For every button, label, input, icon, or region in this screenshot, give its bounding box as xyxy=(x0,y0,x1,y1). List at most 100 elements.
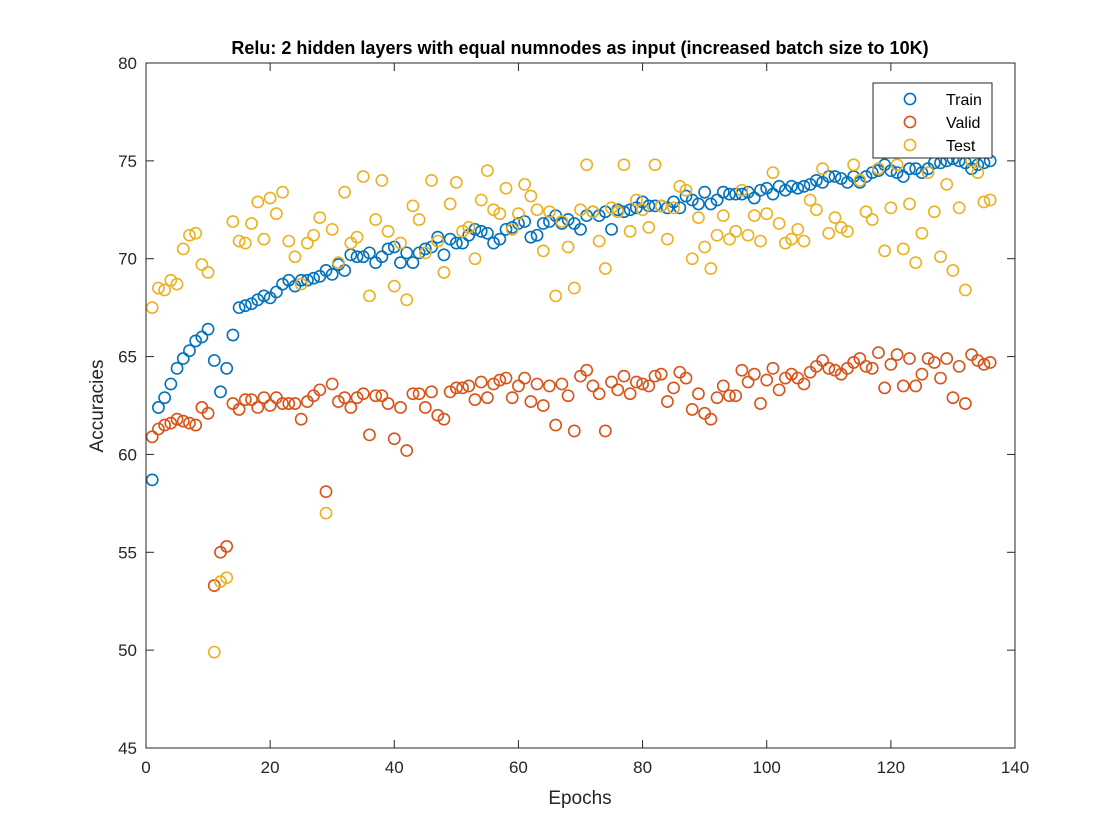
data-point-train xyxy=(797,179,811,193)
data-point-test xyxy=(356,170,370,183)
data-point-test xyxy=(735,183,749,197)
data-point-valid xyxy=(350,391,364,405)
data-point-train xyxy=(909,162,923,176)
data-point-valid xyxy=(437,412,451,426)
data-point-valid xyxy=(412,387,426,401)
data-point-train xyxy=(319,264,333,277)
data-point-test xyxy=(977,195,991,209)
data-point-valid xyxy=(896,379,910,393)
data-point-test xyxy=(474,193,488,207)
data-point-test xyxy=(636,203,649,217)
data-point-test xyxy=(555,215,569,228)
y-tick-label: 75 xyxy=(118,152,137,171)
data-point-train xyxy=(791,181,805,195)
data-point-train xyxy=(238,299,252,313)
data-point-train xyxy=(400,246,414,260)
data-point-valid xyxy=(859,359,873,373)
data-point-valid xyxy=(418,401,432,414)
y-tick-label: 60 xyxy=(118,445,137,464)
data-point-test xyxy=(772,217,786,230)
data-point-train xyxy=(772,179,786,193)
data-point-test xyxy=(257,232,271,246)
data-point-train xyxy=(617,205,631,219)
data-point-valid xyxy=(598,424,612,438)
data-point-train xyxy=(195,330,209,344)
data-point-test xyxy=(443,197,457,211)
data-point-valid xyxy=(176,414,190,428)
data-point-train xyxy=(716,185,730,199)
data-point-valid xyxy=(282,397,296,410)
data-point-train xyxy=(704,197,718,211)
data-point-train xyxy=(381,242,395,256)
data-point-train xyxy=(201,322,215,336)
data-point-valid xyxy=(735,363,749,377)
data-point-valid xyxy=(332,395,345,408)
data-point-train xyxy=(269,285,283,299)
data-point-train xyxy=(412,246,426,260)
data-point-valid xyxy=(145,430,159,444)
data-point-test xyxy=(872,162,885,176)
data-point-test xyxy=(294,277,308,291)
data-point-test xyxy=(543,205,556,219)
data-point-valid xyxy=(642,379,656,393)
data-point-test xyxy=(586,205,600,219)
data-point-train xyxy=(183,344,196,358)
data-point-valid xyxy=(158,418,172,432)
data-point-valid xyxy=(884,357,898,371)
y-tick-label: 70 xyxy=(118,250,137,269)
data-point-valid xyxy=(723,389,736,403)
data-point-test xyxy=(207,645,221,659)
data-point-valid xyxy=(853,352,867,365)
data-point-train xyxy=(530,228,544,242)
data-point-valid xyxy=(567,424,581,438)
data-point-test xyxy=(251,195,265,209)
data-point-train xyxy=(449,236,463,250)
data-point-test xyxy=(673,179,687,193)
data-point-test xyxy=(580,158,594,172)
y-tick-label: 55 xyxy=(118,543,137,562)
data-point-train xyxy=(356,250,370,264)
x-tick-label: 0 xyxy=(141,758,150,777)
data-point-train xyxy=(698,185,712,199)
data-point-test xyxy=(512,207,525,221)
data-point-train xyxy=(518,215,532,228)
data-point-train xyxy=(623,203,637,217)
data-point-train xyxy=(592,209,606,223)
data-point-valid xyxy=(679,371,693,385)
data-point-train xyxy=(710,193,724,207)
data-point-test xyxy=(468,252,482,266)
data-point-train xyxy=(251,293,265,307)
legend-box xyxy=(872,82,993,159)
x-tick-label: 100 xyxy=(753,758,781,777)
data-point-test xyxy=(642,220,656,234)
data-point-test xyxy=(884,201,898,215)
data-point-test xyxy=(518,177,532,191)
data-point-train xyxy=(859,170,873,183)
data-point-test xyxy=(952,201,966,215)
data-point-train xyxy=(561,213,575,226)
data-point-test xyxy=(220,571,234,585)
data-point-valid xyxy=(505,391,519,405)
markers-layer xyxy=(145,152,997,659)
data-point-train xyxy=(747,191,761,205)
data-point-test xyxy=(816,162,829,176)
data-point-test xyxy=(896,242,910,256)
data-point-train xyxy=(828,170,842,183)
data-point-train xyxy=(754,183,767,197)
data-point-valid xyxy=(530,377,544,391)
data-point-test xyxy=(704,262,718,275)
data-point-train xyxy=(692,197,705,211)
data-point-test xyxy=(654,199,668,213)
data-point-valid xyxy=(220,540,234,553)
data-point-test xyxy=(797,234,811,248)
data-point-test xyxy=(903,197,916,211)
data-point-valid xyxy=(580,363,594,377)
data-point-test xyxy=(940,177,954,191)
data-point-train xyxy=(896,170,910,183)
data-point-valid xyxy=(543,379,556,393)
data-point-valid xyxy=(629,375,643,389)
data-point-train xyxy=(338,264,352,277)
data-point-train xyxy=(834,172,848,185)
data-point-test xyxy=(201,266,215,279)
data-point-test xyxy=(617,158,631,172)
